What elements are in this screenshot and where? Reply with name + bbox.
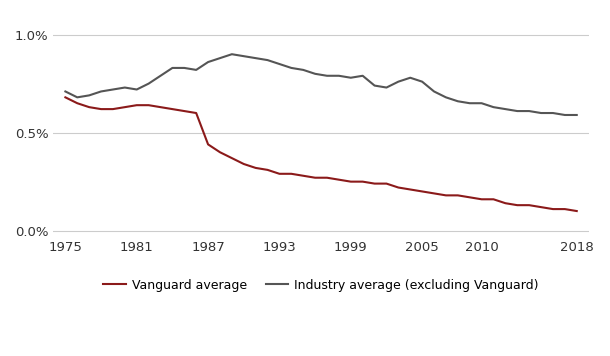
Vanguard average [466,195,473,199]
Industry average (excluding Vanguard) [549,111,556,115]
Industry average (excluding Vanguard) [514,109,521,113]
Industry average (excluding Vanguard) [347,75,354,80]
Vanguard average [407,187,414,192]
Industry average (excluding Vanguard) [300,68,307,72]
Vanguard average [217,150,224,155]
Vanguard average [561,207,569,211]
Vanguard average [85,105,93,109]
Legend: Vanguard average, Industry average (excluding Vanguard): Vanguard average, Industry average (excl… [98,274,544,297]
Vanguard average [74,101,81,105]
Industry average (excluding Vanguard) [418,79,426,84]
Industry average (excluding Vanguard) [561,113,569,117]
Vanguard average [418,189,426,194]
Vanguard average [478,197,486,201]
Vanguard average [252,166,259,170]
Industry average (excluding Vanguard) [85,93,93,98]
Industry average (excluding Vanguard) [478,101,486,105]
Vanguard average [288,172,295,176]
Industry average (excluding Vanguard) [323,74,331,78]
Industry average (excluding Vanguard) [121,85,129,90]
Industry average (excluding Vanguard) [264,58,271,62]
Vanguard average [347,179,354,184]
Vanguard average [323,176,331,180]
Industry average (excluding Vanguard) [407,75,414,80]
Industry average (excluding Vanguard) [359,74,367,78]
Vanguard average [490,197,497,201]
Industry average (excluding Vanguard) [133,87,140,91]
Industry average (excluding Vanguard) [62,89,69,94]
Industry average (excluding Vanguard) [157,74,164,78]
Industry average (excluding Vanguard) [98,89,105,94]
Industry average (excluding Vanguard) [288,66,295,70]
Industry average (excluding Vanguard) [193,68,200,72]
Vanguard average [525,203,533,207]
Vanguard average [121,105,129,109]
Line: Vanguard average: Vanguard average [65,97,576,211]
Industry average (excluding Vanguard) [276,62,283,66]
Vanguard average [442,193,450,198]
Industry average (excluding Vanguard) [454,99,462,103]
Industry average (excluding Vanguard) [169,66,176,70]
Vanguard average [109,107,117,111]
Vanguard average [300,174,307,178]
Industry average (excluding Vanguard) [145,82,152,86]
Industry average (excluding Vanguard) [525,109,533,113]
Vanguard average [240,162,248,166]
Vanguard average [514,203,521,207]
Vanguard average [336,178,343,182]
Industry average (excluding Vanguard) [204,60,212,64]
Vanguard average [228,156,235,160]
Industry average (excluding Vanguard) [395,79,402,84]
Vanguard average [312,176,319,180]
Industry average (excluding Vanguard) [74,95,81,99]
Vanguard average [169,107,176,111]
Line: Industry average (excluding Vanguard): Industry average (excluding Vanguard) [65,54,576,115]
Industry average (excluding Vanguard) [383,85,390,90]
Industry average (excluding Vanguard) [442,95,450,99]
Industry average (excluding Vanguard) [217,56,224,60]
Vanguard average [193,111,200,115]
Industry average (excluding Vanguard) [502,107,509,111]
Industry average (excluding Vanguard) [252,56,259,60]
Industry average (excluding Vanguard) [336,74,343,78]
Industry average (excluding Vanguard) [371,83,378,88]
Vanguard average [502,201,509,205]
Vanguard average [573,209,580,213]
Industry average (excluding Vanguard) [466,101,473,105]
Vanguard average [133,103,140,107]
Industry average (excluding Vanguard) [228,52,235,56]
Vanguard average [98,107,105,111]
Vanguard average [204,142,212,147]
Vanguard average [383,182,390,186]
Vanguard average [537,205,545,209]
Vanguard average [145,103,152,107]
Vanguard average [181,109,188,113]
Vanguard average [454,193,462,198]
Industry average (excluding Vanguard) [490,105,497,109]
Vanguard average [549,207,556,211]
Vanguard average [62,95,69,99]
Industry average (excluding Vanguard) [573,113,580,117]
Industry average (excluding Vanguard) [312,72,319,76]
Vanguard average [395,185,402,190]
Vanguard average [276,172,283,176]
Industry average (excluding Vanguard) [431,89,438,94]
Vanguard average [431,191,438,195]
Industry average (excluding Vanguard) [537,111,545,115]
Industry average (excluding Vanguard) [109,87,117,91]
Industry average (excluding Vanguard) [240,54,248,58]
Vanguard average [359,179,367,184]
Vanguard average [264,168,271,172]
Vanguard average [157,105,164,109]
Vanguard average [371,182,378,186]
Industry average (excluding Vanguard) [181,66,188,70]
